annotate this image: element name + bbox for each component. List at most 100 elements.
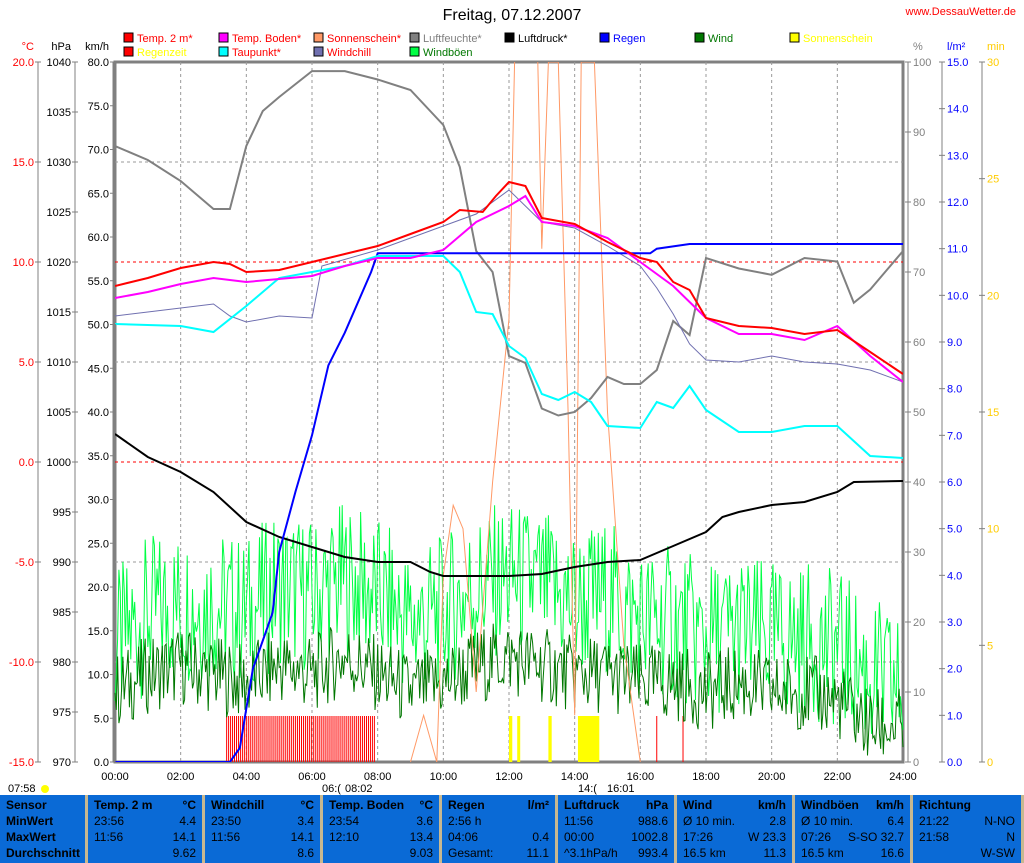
x-tick-label: 00:00: [101, 771, 129, 783]
legend-label: Taupunkt*: [232, 47, 282, 59]
stats-column: Windböen km/h Ø 10 min. 6.4 07:26 S-SO 32.7 16…: [795, 795, 910, 863]
k-tick-label: 80.0: [88, 57, 109, 69]
max-time: 11:56: [94, 830, 124, 844]
k-tick-label: 65.0: [88, 188, 109, 200]
l-tick-label: 2.0: [947, 664, 962, 676]
p-tick-label: 1000: [47, 457, 71, 469]
m-tick-label: 5: [987, 640, 993, 652]
c-tick-label: 0.0: [19, 457, 34, 469]
avg-time: 16.5 km: [801, 846, 844, 860]
k-tick-label: 55.0: [88, 276, 109, 288]
sun-marker-4: 16:01: [607, 783, 635, 795]
sensor-header: Sensor: [6, 798, 47, 812]
legend-label: Regen: [613, 33, 645, 45]
sonnenschein-bar: [548, 716, 552, 762]
legend-swatch: [409, 46, 420, 57]
min-time: Ø 10 min.: [683, 814, 736, 828]
sunrise-time: 07:58: [8, 783, 36, 795]
sonnenschein-bar: [509, 716, 513, 762]
avg-time: ^3.1hPa/h: [564, 846, 618, 860]
legend-swatch: [123, 46, 134, 57]
l-tick-label: 15.0: [947, 57, 968, 69]
p-tick-label: 975: [53, 707, 71, 719]
max-value: 0.4: [532, 830, 549, 844]
legend-swatch: [218, 46, 229, 57]
m-tick-label: 15: [987, 407, 999, 419]
x-tick-label: 08:00: [364, 771, 392, 783]
c-tick-label: -15.0: [9, 757, 34, 769]
legend-label: Temp. Boden*: [232, 33, 302, 45]
legend-swatch: [409, 32, 420, 43]
sonnenschein-bar: [517, 716, 521, 762]
legend-swatch: [218, 32, 229, 43]
c-tick-label: 10.0: [13, 257, 34, 269]
avg-time: Gesamt:: [448, 846, 494, 860]
min-value: N-NO: [984, 814, 1015, 828]
avg-label: Durchschnitt: [6, 846, 81, 860]
p-tick-label: 1035: [47, 107, 71, 119]
x-tick-label: 22:00: [824, 771, 852, 783]
pct-tick-label: 90: [913, 127, 925, 139]
pct-tick-label: 60: [913, 337, 925, 349]
p-unit-label: hPa: [51, 41, 71, 53]
x-tick-label: 10:00: [430, 771, 458, 783]
max-value: 14.1: [172, 830, 196, 844]
avg-time: 16.5 km: [683, 846, 726, 860]
series-temp2m: [115, 180, 903, 375]
column-title: Richtung: [919, 798, 971, 812]
sun-marker-2: 08:02: [345, 783, 373, 795]
l-tick-label: 12.0: [947, 197, 968, 209]
l-tick-label: 3.0: [947, 617, 962, 629]
stats-column: Temp. Boden °C 23:54 3.6 12:10 13.4 9.03: [323, 795, 439, 863]
min-time: 23:54: [329, 814, 360, 828]
sonnenschein-bar: [577, 716, 600, 762]
x-tick-label: 04:00: [233, 771, 261, 783]
m-tick-label: 10: [987, 524, 999, 536]
min-value: 3.6: [416, 814, 433, 828]
site-link[interactable]: www.DessauWetter.de: [905, 6, 1016, 18]
avg-value: 993.4: [637, 846, 668, 860]
stats-table: Sensor MinWert MaxWert Durchschnitt Temp…: [0, 795, 1024, 863]
avg-value: 11.1: [526, 846, 549, 860]
sun-marker-3: 14:(: [578, 783, 597, 795]
min-value: 4.4: [179, 814, 196, 828]
stats-column: Luftdruck hPa 11:56 988.6 00:00 1002.8 ^3.1hPa…: [558, 795, 674, 863]
legend-label: Wind: [708, 33, 733, 45]
l-tick-label: 9.0: [947, 337, 962, 349]
stats-column: Temp. 2 m °C 23:56 4.4 11:56 14.1 9.62: [88, 795, 202, 863]
max-value: N: [1006, 830, 1015, 844]
l-tick-label: 11.0: [947, 244, 968, 256]
pct-tick-label: 50: [913, 407, 925, 419]
column-title: Windchill: [211, 798, 265, 812]
max-time: 21:58: [919, 830, 950, 844]
m-tick-label: 20: [987, 290, 999, 302]
min-value: 988.6: [637, 814, 668, 828]
avg-value: W-SW: [980, 846, 1015, 860]
column-unit: km/h: [757, 798, 786, 812]
legend-swatch: [789, 32, 800, 43]
series-taupunkt: [115, 255, 903, 459]
series-windboeen: [114, 505, 904, 734]
max-value: 1002.8: [631, 830, 668, 844]
max-time: 07:26: [801, 830, 832, 844]
l-tick-label: 10.0: [947, 290, 968, 302]
legend-swatch: [313, 32, 324, 43]
column-unit: °C: [182, 798, 196, 812]
k-tick-label: 35.0: [88, 451, 109, 463]
series-tempBoden: [115, 194, 903, 383]
series-luftfeuchte: [115, 70, 903, 417]
p-tick-label: 1040: [47, 57, 71, 69]
c-tick-label: -10.0: [9, 657, 34, 669]
legend-label: Sonnenschein*: [327, 33, 402, 45]
k-tick-label: 45.0: [88, 363, 109, 375]
min-time: Ø 10 min.: [801, 814, 854, 828]
avg-value: 16.6: [880, 846, 904, 860]
l-tick-label: 7.0: [947, 430, 962, 442]
x-tick-label: 14:00: [561, 771, 589, 783]
legend-label: Windböen: [423, 47, 473, 59]
pct-tick-label: 40: [913, 477, 925, 489]
legend-swatch: [313, 46, 324, 57]
k-tick-label: 70.0: [88, 145, 109, 157]
column-title: Temp. 2 m: [94, 798, 153, 812]
column-title: Luftdruck: [564, 798, 620, 812]
